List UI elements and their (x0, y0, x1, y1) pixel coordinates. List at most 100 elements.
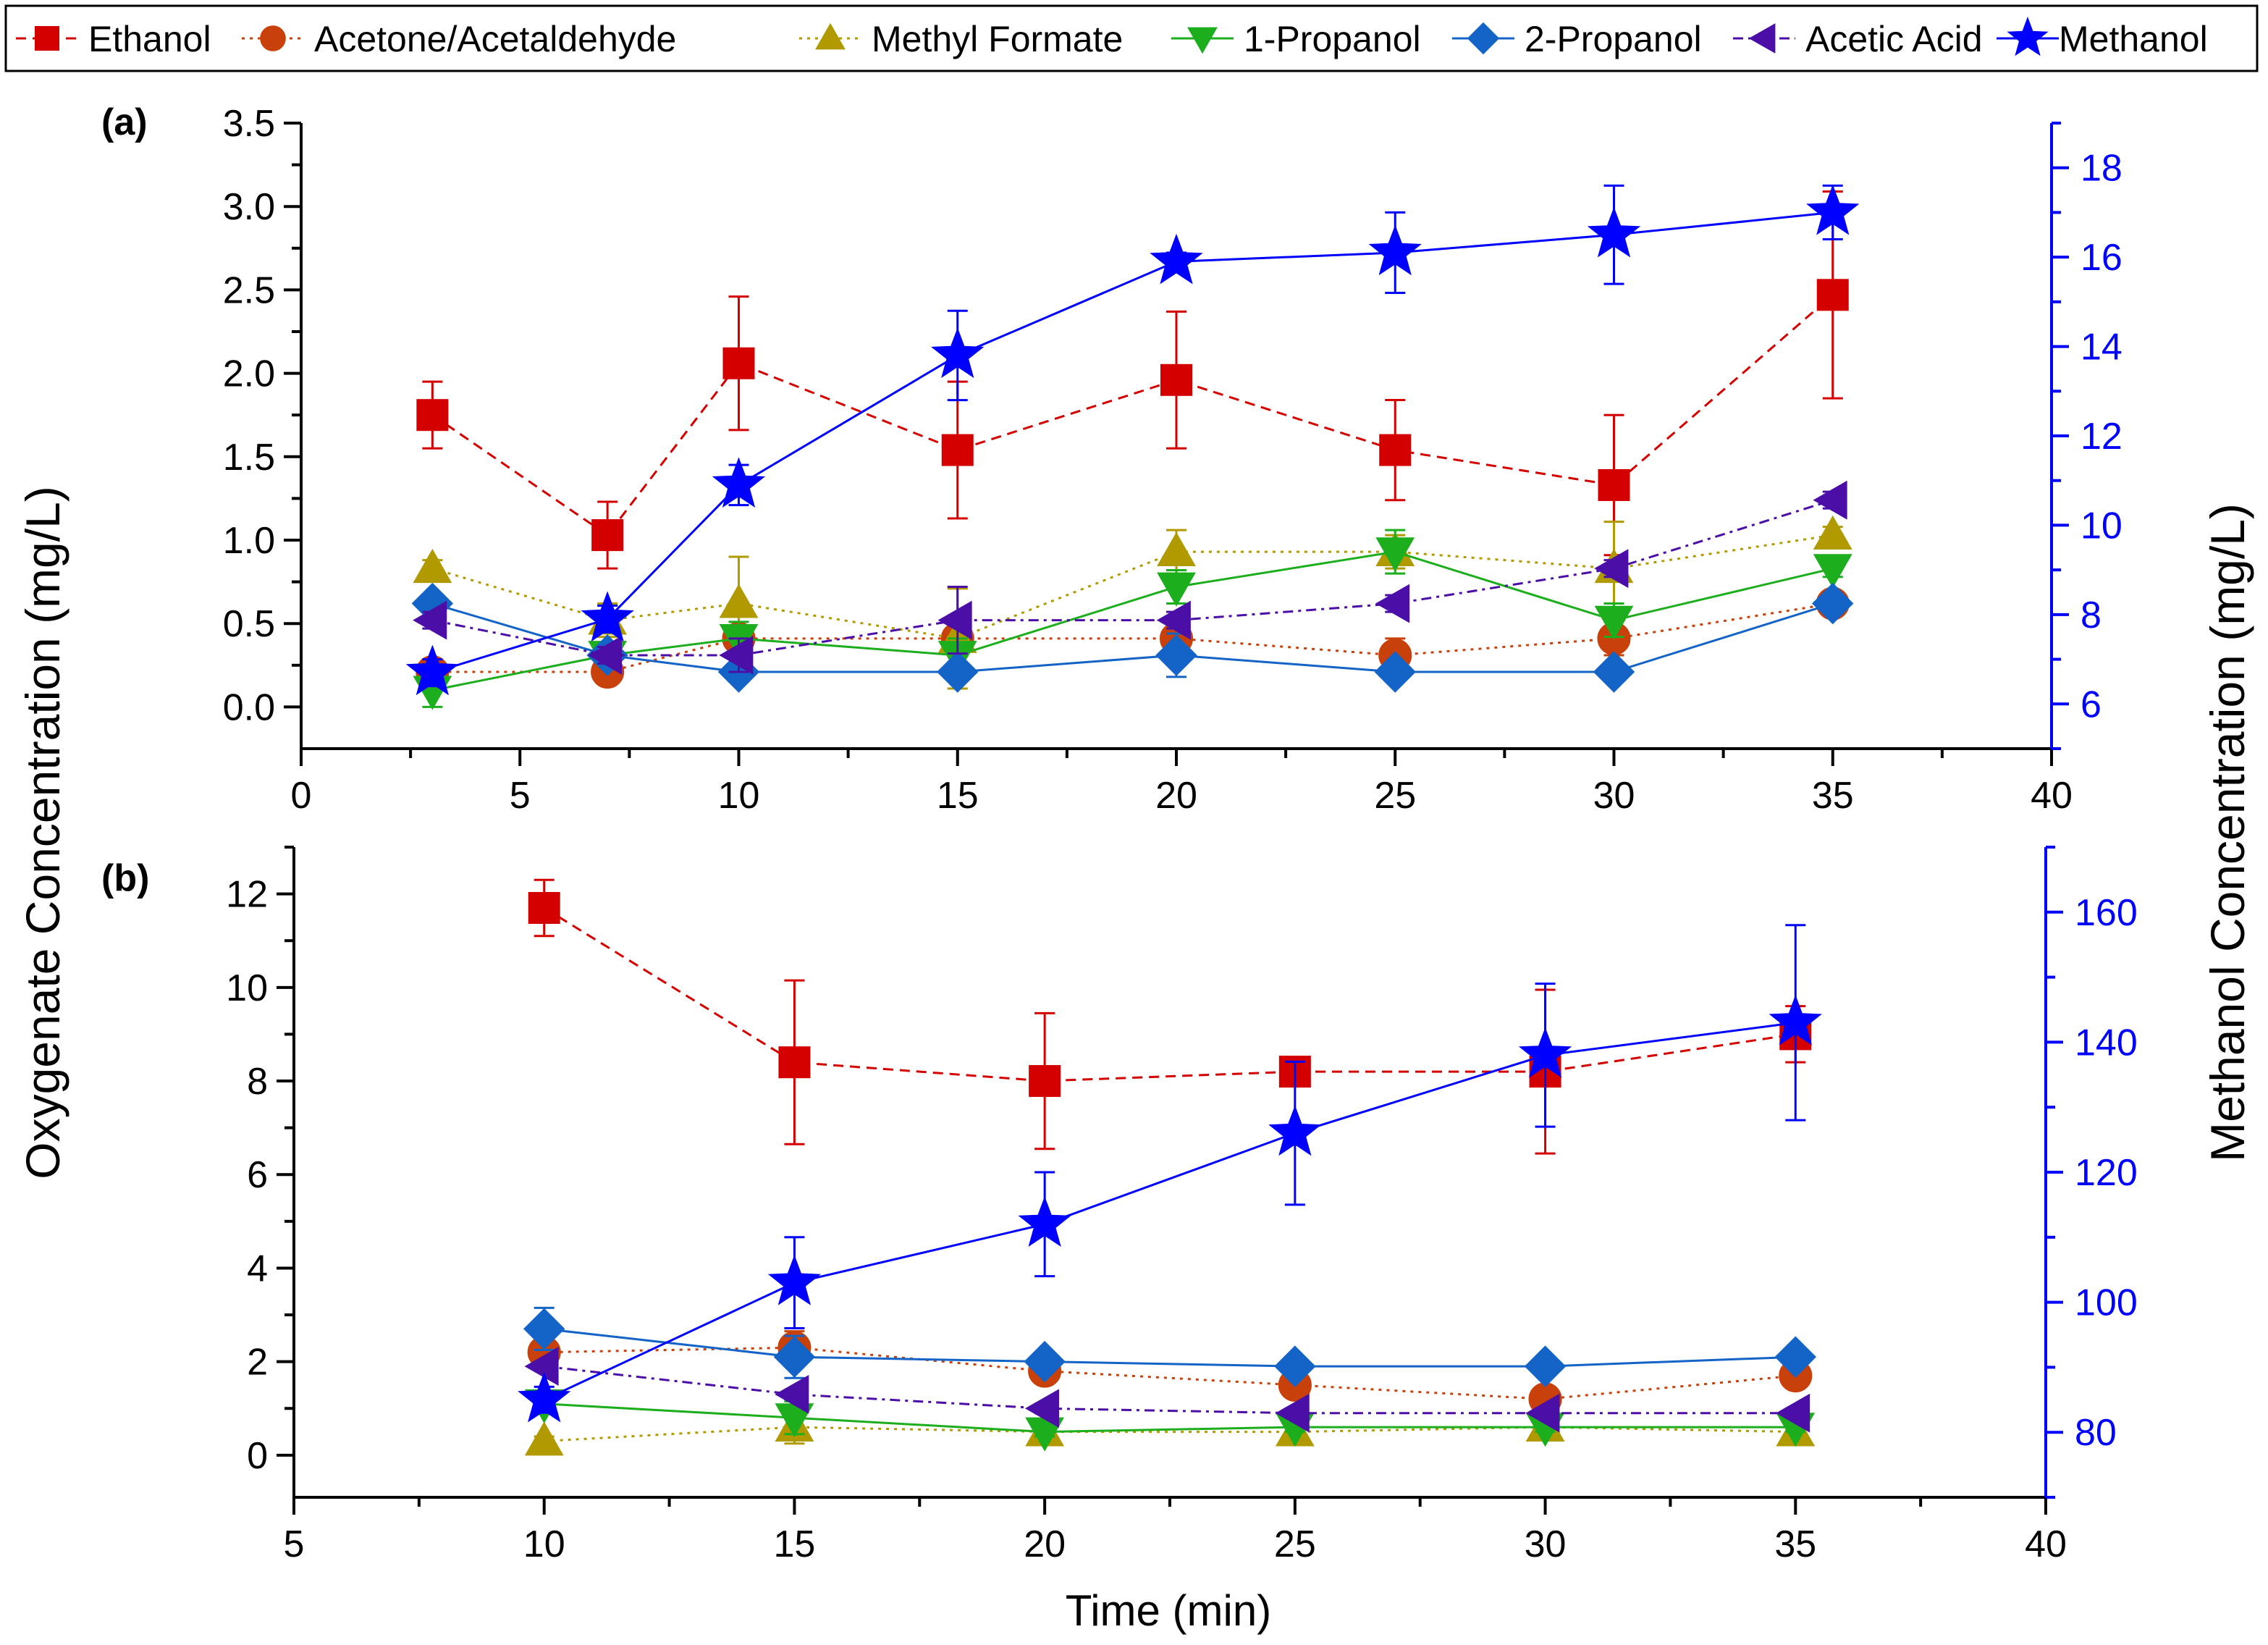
a-point-acetic-acid (587, 636, 623, 675)
b-point-ethanol (528, 891, 560, 924)
legend-label-methanol: Methanol (2059, 19, 2208, 59)
a-point-acetic-acid (937, 600, 972, 640)
b-point-acetic-acid (1776, 1393, 1810, 1433)
b-point-acetic-acid (1525, 1393, 1560, 1433)
a-point-acetic-acid (1813, 480, 1847, 520)
b-point-2-propanol (773, 1336, 816, 1378)
b-series-acetic-acid (524, 1347, 1810, 1433)
b-point-acetic-acid (1024, 1389, 1060, 1429)
a-x-tick-label: 30 (1593, 775, 1635, 817)
legend-marker-acetic-acid (1748, 23, 1776, 54)
b-point-methanol (1518, 1027, 1572, 1078)
a-point-acetic-acid (1375, 584, 1410, 623)
a-series-acetic-acid (413, 480, 1847, 675)
a-line-2-propanol (431, 602, 1834, 673)
b-point-methanol (1769, 994, 1822, 1046)
b-y-left-tick-label: 10 (226, 967, 268, 1009)
b-y-right-tick-label: 160 (2075, 892, 2138, 934)
a-point-1-propanol (1157, 572, 1196, 607)
legend-item-methanol: Methanol (1997, 16, 2208, 59)
b-line-methanol (544, 1022, 1796, 1401)
legend-marker-acetone-acetaldehyde (260, 25, 286, 51)
a-point-ethanol (941, 434, 974, 466)
b-x-tick-label: 5 (284, 1523, 305, 1565)
b-point-methyl-formate (524, 1421, 564, 1456)
a-point-1-propanol (1594, 605, 1634, 640)
b-y-left-tick-label: 6 (247, 1154, 268, 1196)
a-y-right-tick-label: 6 (2081, 683, 2102, 725)
a-series-ethanol (416, 190, 1849, 570)
legend-item-ethanol: Ethanol (16, 19, 211, 59)
b-y-left-tick-label: 12 (226, 874, 268, 916)
legend: Ethanol Acetone/Acetaldehyde Methyl Format… (4, 4, 2259, 72)
a-y-left-tick-label: 3.5 (223, 103, 275, 145)
a-y-right-tick-label: 12 (2081, 416, 2122, 458)
a-point-methanol (1150, 233, 1203, 285)
a-x-tick-label: 40 (2031, 775, 2073, 817)
a-point-ethanol (1379, 434, 1412, 466)
a-point-ethanol (1598, 468, 1630, 501)
a-point-ethanol (416, 399, 449, 432)
a-point-1-propanol (1813, 554, 1852, 589)
a-x-tick-label: 20 (1155, 775, 1197, 817)
b-x-tick-label: 25 (1274, 1523, 1316, 1565)
a-point-methanol (1368, 224, 1422, 276)
a-line-methanol (431, 211, 1833, 674)
a-point-ethanol (722, 347, 755, 379)
a-x-tick-label: 15 (937, 775, 979, 817)
b-x-tick-label: 20 (1024, 1523, 1066, 1565)
b-line-2-propanol (544, 1327, 1796, 1368)
a-y-left-tick-label: 2.0 (223, 353, 275, 395)
b-y-right-tick-label: 80 (2075, 1412, 2117, 1454)
b-point-2-propanol (1024, 1340, 1066, 1383)
a-y-left-tick-label: 0.5 (223, 603, 275, 645)
a-point-2-propanol (937, 651, 979, 693)
panel-b: 5 10 15 20 25 30 35 40 0 2 4 6 8 10 12 80 100 120 140 160 (… (101, 846, 2138, 1565)
a-y-left-tick-label: 1.5 (223, 437, 275, 479)
a-y-left-tick-label: 1.0 (223, 520, 275, 562)
b-x-tick-label: 35 (1774, 1523, 1816, 1565)
a-line-methyl-formate (431, 534, 1834, 640)
b-line-1-propanol (544, 1402, 1796, 1434)
a-point-acetic-acid (1156, 600, 1191, 640)
b-point-methanol (1268, 1105, 1322, 1156)
b-y-right-tick-label: 140 (2075, 1022, 2138, 1064)
a-point-2-propanol (1593, 651, 1635, 693)
legend-marker-ethanol (35, 26, 59, 51)
a-point-methanol (405, 644, 460, 696)
legend-label-1-propanol: 1-Propanol (1244, 19, 1421, 59)
a-point-methyl-formate (1157, 531, 1196, 567)
a-point-ethanol (1160, 363, 1192, 396)
a-line-acetone-acetaldehyde (432, 602, 1834, 673)
a-x-tick-label: 25 (1374, 775, 1416, 817)
b-y-right-tick-label: 100 (2075, 1282, 2138, 1324)
legend-marker-methyl-formate (815, 22, 846, 50)
b-y-left-tick-label: 4 (247, 1248, 268, 1290)
b-point-ethanol (1029, 1065, 1061, 1098)
a-point-2-propanol (1374, 651, 1416, 693)
a-point-methyl-formate (719, 584, 759, 618)
b-point-acetic-acid (524, 1347, 559, 1387)
a-point-2-propanol (1155, 634, 1197, 676)
b-line-ethanol (543, 906, 1796, 1082)
b-point-ethanol (778, 1046, 811, 1079)
a-point-methanol (1587, 206, 1641, 258)
b-series-2-propanol (523, 1306, 1816, 1387)
legend-label-2-propanol: 2-Propanol (1525, 19, 1702, 59)
a-point-methanol (931, 327, 985, 379)
legend-item-methyl-formate: Methyl Formate (799, 19, 1123, 59)
a-point-ethanol (591, 519, 624, 552)
legend-marker-2-propanol (1467, 22, 1500, 55)
a-x-tick-label: 10 (718, 775, 760, 817)
legend-marker-1-propanol (1187, 27, 1218, 54)
legend-label-acetone-acetaldehyde: Acetone/Acetaldehyde (314, 19, 676, 59)
b-x-tick-label: 10 (523, 1523, 565, 1565)
a-point-acetic-acid (1594, 549, 1629, 589)
panel-a: 0 5 10 15 20 25 30 35 40 0.0 0.5 1.0 1.5 2.0 2.5 3.0 3.5… (101, 101, 2122, 817)
b-point-2-propanol (1774, 1336, 1816, 1378)
a-x-tick-label: 35 (1812, 775, 1854, 817)
b-point-acetic-acid (1275, 1393, 1310, 1433)
b-point-methanol (1018, 1196, 1071, 1248)
x-axis-title: Time (min) (1066, 1586, 1271, 1635)
